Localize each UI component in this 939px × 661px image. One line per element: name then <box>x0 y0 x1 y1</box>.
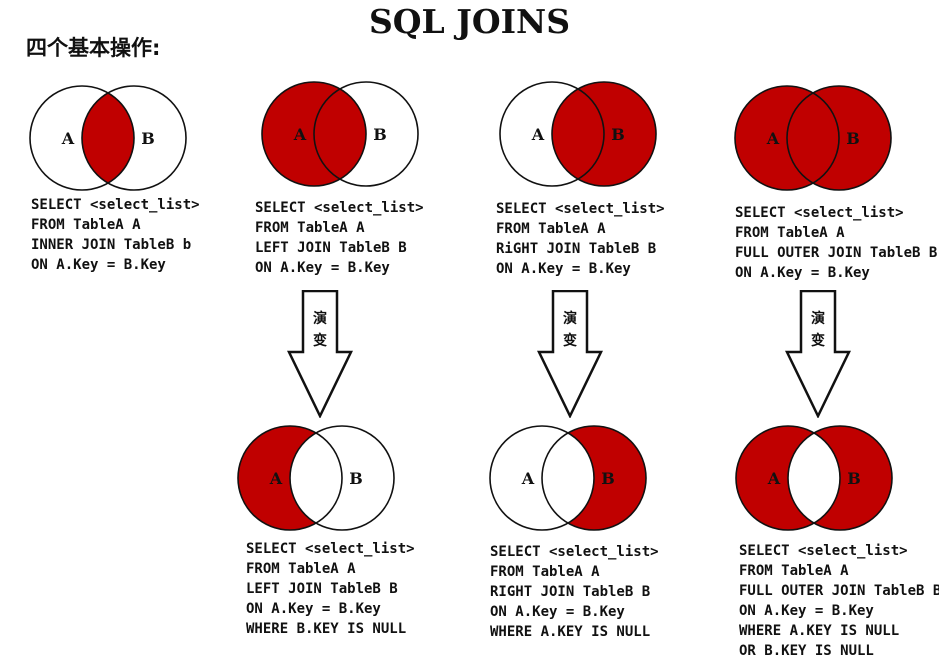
sql-line: SELECT <select_list> <box>496 201 665 217</box>
label-b: B <box>373 125 387 144</box>
sql-right-excluding: SELECT <select_list> FROM TableA A RIGHT J… <box>490 542 659 642</box>
label-a: A <box>269 469 283 488</box>
sql-outer-excluding: SELECT <select_list> FROM TableA A FULL OU… <box>739 541 939 661</box>
arrow-label-char: 变 <box>563 333 577 349</box>
page-title: SQL JOINS <box>368 2 571 41</box>
sql-inner: SELECT <select_list> FROM TableA A INNER J… <box>31 195 200 275</box>
sql-line: WHERE A.KEY IS NULL <box>490 624 651 640</box>
label-a: A <box>766 129 780 148</box>
arrow-label: 演变 <box>310 308 330 352</box>
sql-line: FROM TableA A <box>255 220 365 236</box>
sql-line: SELECT <select_list> <box>255 200 424 216</box>
intersection-region <box>314 82 366 186</box>
sql-line: OR B.KEY IS NULL <box>739 643 874 659</box>
arrow-label: 演变 <box>808 308 828 352</box>
label-b: B <box>349 469 363 488</box>
sql-line: ON A.Key = B.Key <box>496 261 631 277</box>
sql-line: FROM TableA A <box>490 564 600 580</box>
arrow-label-char: 演 <box>313 311 327 327</box>
sql-line: ON A.Key = B.Key <box>255 260 390 276</box>
sql-line: WHERE A.KEY IS NULL <box>739 623 900 639</box>
sql-line: SELECT <select_list> <box>735 205 904 221</box>
sql-line: INNER JOIN TableB b <box>31 237 192 253</box>
intersection-region <box>787 86 839 190</box>
intersection-region <box>290 426 342 530</box>
intersection-region <box>552 82 604 186</box>
label-b: B <box>611 125 625 144</box>
sql-line: LEFT JOIN TableB B <box>246 581 398 597</box>
sql-line: ON A.Key = B.Key <box>246 601 381 617</box>
down-arrow-icon <box>287 290 353 418</box>
arrow-label-char: 变 <box>313 333 327 349</box>
sql-line: RIGHT JOIN TableB B <box>490 584 651 600</box>
label-a: A <box>293 125 307 144</box>
down-arrow-icon <box>785 290 851 418</box>
down-arrow-icon <box>537 290 603 418</box>
sql-line: RiGHT JOIN TableB B <box>496 241 657 257</box>
sql-right: SELECT <select_list> FROM TableA A RiGHT J… <box>496 199 665 279</box>
label-b: B <box>847 469 861 488</box>
intersection-region <box>82 86 134 190</box>
label-a: A <box>767 469 781 488</box>
arrow-label-char: 演 <box>563 311 577 327</box>
arrow-label: 演变 <box>560 308 580 352</box>
arrow-label-char: 变 <box>811 333 825 349</box>
label-a: A <box>61 129 75 148</box>
arrow-label-char: 演 <box>811 311 825 327</box>
sql-line: FROM TableA A <box>246 561 356 577</box>
label-a: A <box>521 469 535 488</box>
label-a: A <box>531 125 545 144</box>
sql-line: SELECT <select_list> <box>490 544 659 560</box>
intersection-region <box>542 426 594 530</box>
label-b: B <box>141 129 155 148</box>
sql-line: ON A.Key = B.Key <box>490 604 625 620</box>
sql-line: ON A.Key = B.Key <box>31 257 166 273</box>
label-b: B <box>846 129 860 148</box>
sql-line: FROM TableA A <box>31 217 141 233</box>
sql-line: ON A.Key = B.Key <box>739 603 874 619</box>
sql-line: FROM TableA A <box>739 563 849 579</box>
sql-line: FULL OUTER JOIN TableB B <box>735 245 938 261</box>
sql-line: FROM TableA A <box>735 225 845 241</box>
sql-line: FROM TableA A <box>496 221 606 237</box>
sql-left-excluding: SELECT <select_list> FROM TableA A LEFT JO… <box>246 539 415 639</box>
sql-line: SELECT <select_list> <box>31 197 200 213</box>
label-b: B <box>601 469 615 488</box>
sql-line: FULL OUTER JOIN TableB B <box>739 583 939 599</box>
page-subtitle: 四个基本操作: <box>26 36 161 60</box>
intersection-region <box>788 426 840 530</box>
sql-line: SELECT <select_list> <box>246 541 415 557</box>
sql-line: ON A.Key = B.Key <box>735 265 870 281</box>
sql-full: SELECT <select_list> FROM TableA A FULL OU… <box>735 203 937 283</box>
sql-left: SELECT <select_list> FROM TableA A LEFT JO… <box>255 198 424 278</box>
sql-line: WHERE B.KEY IS NULL <box>246 621 407 637</box>
sql-line: SELECT <select_list> <box>739 543 908 559</box>
sql-line: LEFT JOIN TableB B <box>255 240 407 256</box>
